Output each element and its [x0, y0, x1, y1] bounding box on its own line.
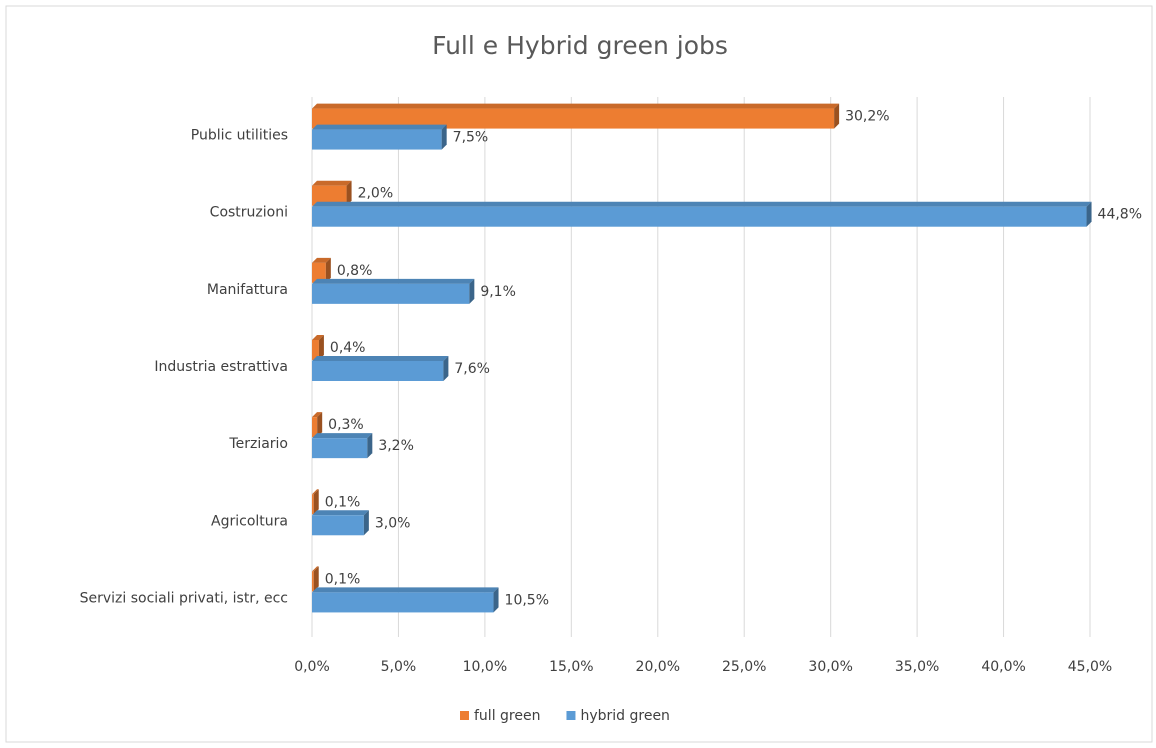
bar: [312, 262, 326, 283]
bar-top: [312, 433, 373, 439]
legend-swatch: [566, 711, 576, 720]
chart-title: Full e Hybrid green jobs: [432, 31, 728, 60]
bar: [312, 438, 368, 459]
bar-side: [363, 510, 369, 536]
data-label: 44,8%: [1098, 207, 1142, 223]
bar: [312, 571, 314, 592]
bar-side: [493, 587, 499, 613]
bar: [312, 515, 364, 536]
data-label: 2,0%: [358, 186, 394, 202]
x-tick-label: 10,0%: [463, 659, 507, 675]
data-label: 30,2%: [845, 109, 889, 125]
x-tick-label: 5,0%: [381, 659, 417, 675]
bar-top: [312, 257, 331, 263]
x-tick-label: 15,0%: [549, 659, 593, 675]
x-tick-label: 30,0%: [808, 659, 852, 675]
data-label: 7,6%: [454, 361, 490, 377]
bar: [312, 494, 314, 515]
bar-top: [312, 278, 475, 284]
bar-side: [469, 278, 475, 304]
y-tick-label: Public utilities: [191, 128, 288, 144]
x-tick-label: 35,0%: [895, 659, 939, 675]
bar-side: [1086, 201, 1092, 227]
y-tick-label: Manifattura: [207, 282, 288, 298]
x-tick-label: 25,0%: [722, 659, 766, 675]
data-label: 0,3%: [328, 417, 364, 433]
bar-side: [367, 433, 373, 459]
bar: [312, 185, 347, 206]
bar-top: [312, 180, 352, 186]
x-tick-label: 0,0%: [294, 659, 330, 675]
bar-top: [312, 489, 319, 495]
x-tick-label: 40,0%: [981, 659, 1025, 675]
data-label: 0,1%: [325, 494, 361, 510]
data-label: 9,1%: [480, 284, 516, 300]
bar: [312, 206, 1087, 227]
bar-top: [312, 124, 447, 130]
bar-top: [312, 510, 369, 516]
bar-side: [317, 412, 323, 438]
y-tick-label: Costruzioni: [210, 205, 288, 221]
bar-top: [312, 201, 1092, 207]
bar-top: [312, 335, 324, 340]
bar-top: [312, 356, 449, 361]
bar: [312, 340, 319, 360]
legend-swatch: [460, 711, 469, 720]
y-tick-label: Agricoltura: [211, 513, 288, 529]
x-tick-label: 20,0%: [636, 659, 680, 675]
data-label: 0,8%: [337, 263, 373, 279]
bar-side: [325, 257, 331, 283]
legend-label: hybrid green: [580, 708, 669, 724]
y-tick-label: Industria estrattiva: [154, 359, 288, 375]
bar-side: [346, 180, 352, 206]
bar-side: [313, 489, 319, 515]
y-tick-label: Servizi sociali privati, istr, ecc: [80, 590, 288, 606]
data-label: 3,0%: [375, 515, 411, 531]
legend-label: full green: [474, 708, 540, 724]
bar: [312, 108, 835, 129]
bar-side: [318, 335, 324, 360]
bar: [312, 417, 318, 438]
bar: [312, 283, 470, 304]
bar-top: [312, 412, 323, 418]
data-label: 7,5%: [453, 130, 489, 146]
x-tick-label: 45,0%: [1068, 659, 1112, 675]
y-tick-label: Terziario: [228, 436, 288, 452]
bar-side: [313, 566, 319, 592]
chart-frame: [5, 5, 1153, 743]
bar-top: [312, 566, 319, 572]
data-label: 0,1%: [325, 571, 361, 587]
bar-side: [834, 103, 840, 129]
bar: [312, 592, 494, 613]
bar-top: [312, 587, 499, 593]
data-label: 3,2%: [378, 438, 414, 454]
bar-side: [443, 356, 449, 381]
bar-side: [441, 124, 447, 150]
data-label: 10,5%: [505, 592, 549, 608]
data-label: 0,4%: [330, 340, 366, 356]
bar: [312, 129, 442, 150]
bar-top: [312, 103, 840, 109]
bar: [312, 361, 444, 381]
